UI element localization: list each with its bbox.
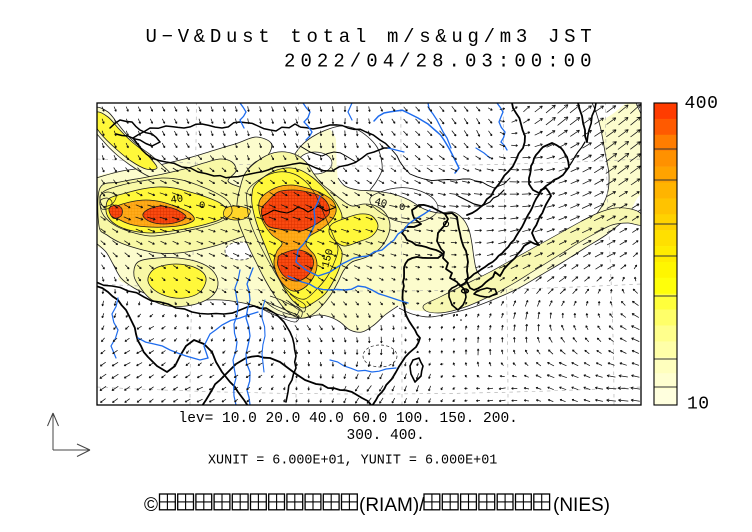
svg-text:0: 0: [399, 202, 405, 214]
svg-text:(RIAM)/: (RIAM)/: [359, 495, 425, 516]
svg-text:XUNIT = 6.000E+01, YUNIT = 6.0: XUNIT = 6.000E+01, YUNIT = 6.000E+01: [208, 454, 497, 469]
svg-text:40: 40: [373, 196, 388, 211]
svg-text:U−V&Dust total m/s&ug/m3 JST: U−V&Dust total m/s&ug/m3 JST: [146, 26, 597, 48]
svg-text:©: ©: [144, 495, 158, 516]
svg-text:40: 40: [170, 193, 184, 207]
svg-text:400: 400: [685, 94, 719, 114]
svg-text:10: 10: [687, 395, 710, 415]
svg-text:150: 150: [320, 248, 336, 269]
svg-text:0: 0: [199, 200, 205, 212]
svg-text:2022/04/28.03:00:00: 2022/04/28.03:00:00: [284, 51, 597, 73]
svg-text:lev= 10.0 20.0 40.0 60.0 100.: lev= 10.0 20.0 40.0 60.0 100. 150. 200.: [179, 411, 518, 427]
svg-text:300. 400.: 300. 400.: [347, 428, 425, 444]
svg-text:(NIES): (NIES): [553, 495, 610, 516]
